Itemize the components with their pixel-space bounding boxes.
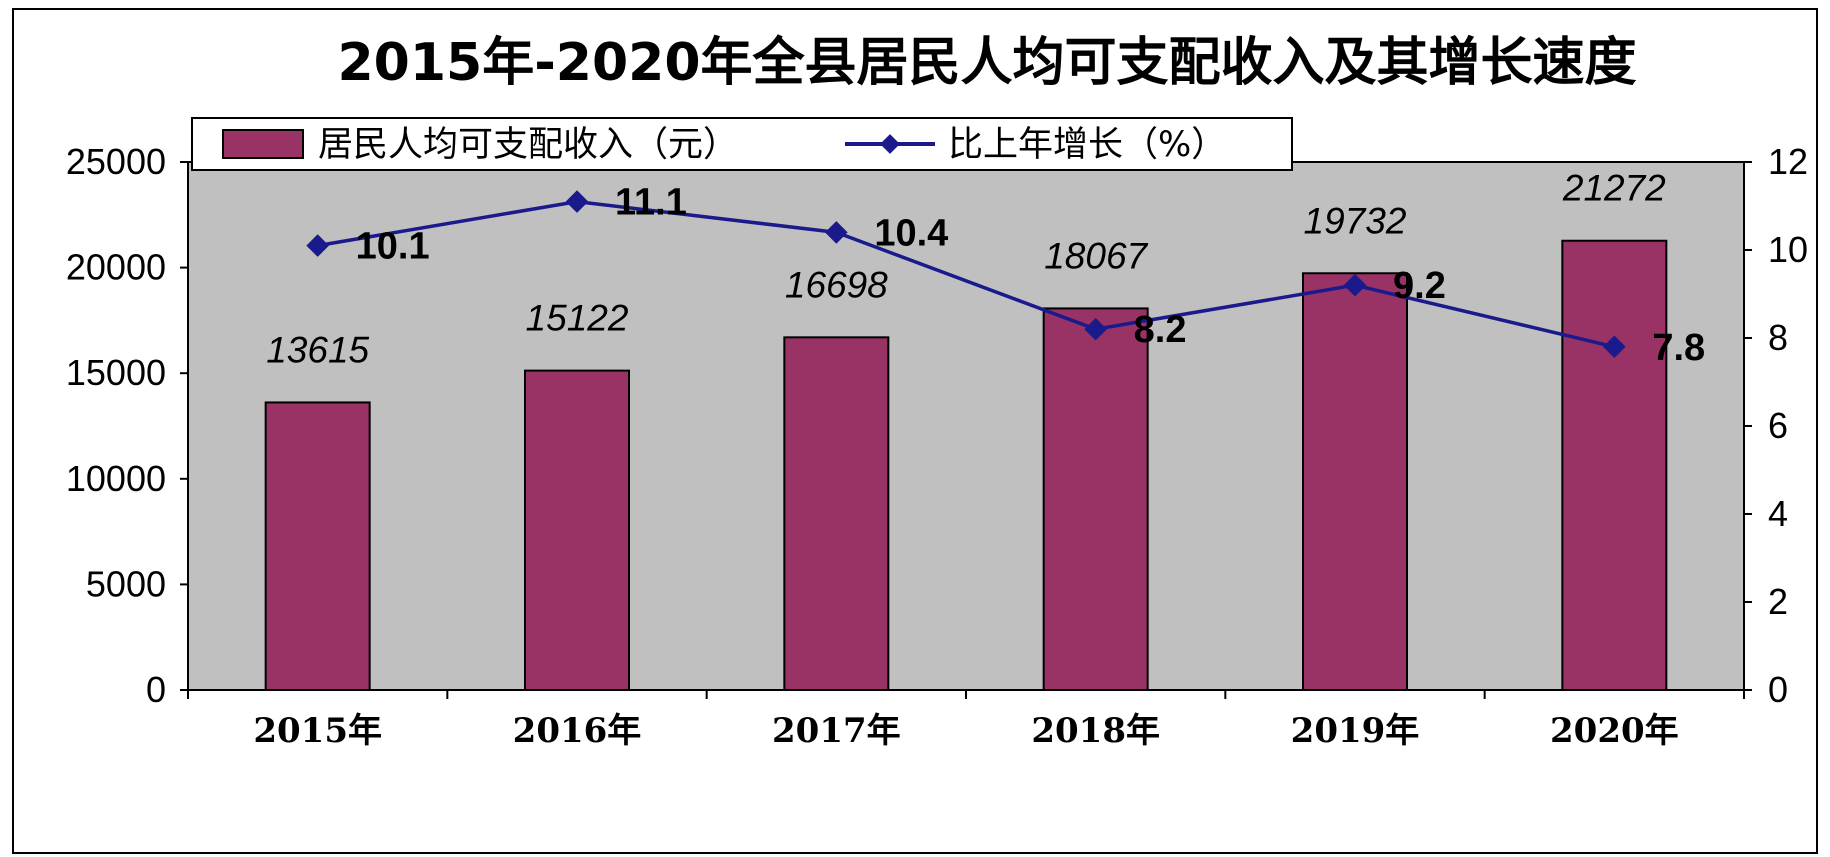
legend-bar-label: 居民人均可支配收入（元） [318, 125, 738, 165]
bar-value-label: 13615 [266, 329, 369, 370]
right-tick-label: 8 [1768, 317, 1788, 358]
line-value-label: 10.1 [356, 226, 430, 268]
bar-value-label: 16698 [785, 264, 888, 305]
left-tick-label: 0 [146, 669, 166, 710]
right-tick-label: 2 [1768, 581, 1788, 622]
bar [783, 336, 890, 691]
right-tick-label: 12 [1768, 141, 1808, 182]
bar [1042, 307, 1149, 691]
line-value-label: 7.8 [1652, 327, 1705, 369]
left-axis: 0 5000 10000 15000 20000 25000 [66, 141, 188, 710]
x-tick-label: 2015年 [253, 711, 382, 751]
bar [1561, 239, 1668, 692]
line-marker [1603, 335, 1626, 359]
bar-series [264, 239, 1668, 692]
right-tick-label: 4 [1768, 493, 1788, 534]
bar [524, 369, 630, 691]
line-value-label: 9.2 [1393, 265, 1446, 307]
data-labels: 13615 15122 16698 18067 19732 21272 10.1 11.1 10… [266, 168, 1705, 371]
line-value-label: 8.2 [1134, 309, 1187, 351]
bar-value-label: 19732 [1304, 200, 1407, 241]
left-tick-label: 20000 [66, 247, 166, 288]
chart-title: 2015年-2020年全县居民人均可支配收入及其增长速度 [337, 33, 1636, 93]
right-tick-label: 10 [1768, 229, 1808, 270]
legend-line-label: 比上年增长（%） [948, 125, 1226, 165]
legend-box [191, 117, 1293, 171]
plot-area [187, 161, 1745, 691]
bar [1302, 272, 1408, 691]
bar [264, 401, 371, 691]
x-axis: 2015年 2016年 2017年 2018年 2019年 2020年 [187, 690, 1745, 751]
line-marker [1343, 273, 1367, 297]
right-axis: 0 2 4 6 8 10 12 [1744, 141, 1808, 710]
left-tick-label: 5000 [86, 563, 166, 604]
line-value-label: 10.4 [874, 212, 948, 254]
bar-value-label: 18067 [1044, 235, 1148, 276]
line-value-label: 11.1 [615, 182, 687, 224]
growth-line [317, 199, 1615, 349]
x-tick-label: 2016年 [513, 711, 642, 751]
legend-bar-swatch [222, 129, 304, 159]
x-tick-label: 2017年 [772, 711, 901, 751]
line-marker [1084, 317, 1107, 341]
legend: 居民人均可支配收入（元） 比上年增长（%） [191, 117, 1293, 171]
x-tick-label: 2018年 [1031, 711, 1160, 751]
left-tick-label: 15000 [66, 352, 166, 393]
x-tick-label: 2019年 [1291, 711, 1420, 751]
bar-value-label: 15122 [526, 298, 629, 339]
bar-value-label: 21272 [1562, 168, 1666, 209]
right-tick-label: 0 [1768, 669, 1788, 710]
right-tick-label: 6 [1768, 405, 1788, 446]
left-tick-label: 10000 [66, 458, 166, 499]
left-tick-label: 25000 [66, 141, 166, 182]
x-tick-label: 2020年 [1550, 711, 1679, 751]
